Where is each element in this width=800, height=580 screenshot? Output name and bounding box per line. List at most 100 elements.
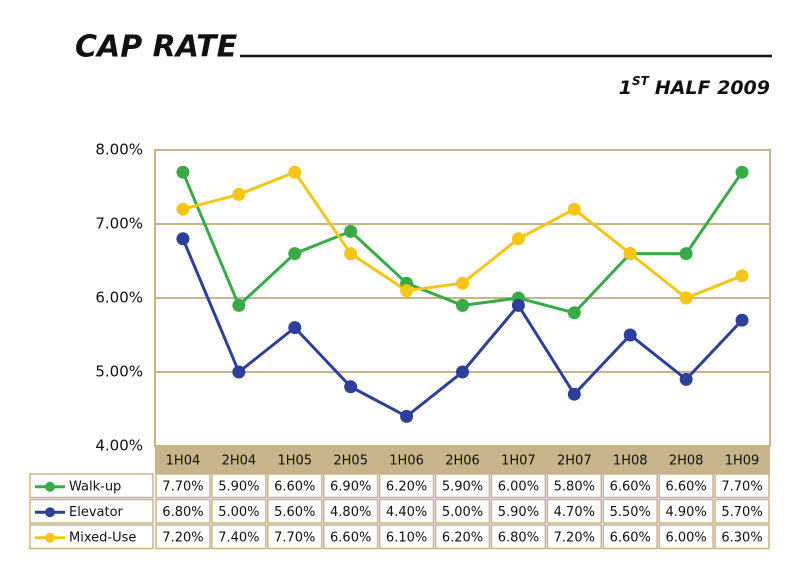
table-cell (322, 498, 379, 524)
table-cell (211, 524, 267, 550)
chart-title: CAP RATE (75, 30, 238, 65)
table-cell (155, 498, 211, 524)
data-point (176, 202, 190, 216)
x-tick-label: 2H06 (445, 454, 480, 469)
data-point (567, 202, 581, 216)
table-cell (211, 498, 267, 524)
data-point (232, 187, 246, 201)
table-cell (714, 473, 770, 499)
data-point (400, 409, 414, 423)
legend-label: Walk-up (69, 479, 121, 494)
table-cell (602, 524, 658, 550)
data-point (344, 380, 358, 394)
table-value: 5.90% (498, 505, 539, 520)
x-tick-label: 2H08 (669, 454, 704, 469)
table-cell (267, 524, 323, 550)
table-value: 7.40% (218, 530, 259, 545)
table-cell (211, 473, 267, 499)
data-point (456, 276, 469, 290)
data-point (176, 165, 190, 179)
data-point (344, 247, 358, 261)
data-point (679, 291, 693, 305)
table-value: 7.20% (162, 530, 203, 545)
table-cell (378, 524, 435, 550)
table-value: 6.20% (442, 530, 483, 545)
data-point (344, 224, 358, 238)
legend-cell (29, 524, 154, 550)
data-point (456, 365, 469, 379)
table-value: 6.80% (498, 530, 539, 545)
data-point (511, 232, 525, 246)
table-value: 5.80% (554, 479, 595, 494)
table-cell (714, 498, 770, 524)
table-value: 7.70% (162, 479, 203, 494)
data-point (735, 269, 749, 283)
data-point (623, 328, 637, 342)
subtitle-number: 1 (619, 77, 632, 99)
data-point (400, 284, 414, 298)
table-cell (490, 498, 547, 524)
table-cell (434, 473, 491, 499)
data-point (288, 247, 302, 261)
data-point (232, 365, 246, 379)
data-point (623, 247, 637, 261)
data-point (176, 232, 190, 246)
table-value: 4.70% (554, 505, 595, 520)
table-value: 4.90% (665, 505, 706, 520)
x-tick-label: 1H07 (501, 454, 536, 469)
legend-marker (45, 481, 55, 492)
table-value: 7.70% (274, 530, 315, 545)
y-tick-label: 6.00% (95, 289, 143, 307)
data-point (735, 165, 749, 179)
subtitle-superscript: ST (632, 74, 650, 88)
table-value: 6.60% (330, 530, 371, 545)
table-value: 6.60% (610, 479, 651, 494)
legend-label: Mixed-Use (69, 530, 136, 545)
table-cell (490, 524, 547, 550)
legend-cell (29, 473, 154, 499)
data-point (511, 298, 525, 312)
table-cell (658, 498, 714, 524)
data-point (679, 372, 693, 386)
table-value: 5.90% (442, 479, 483, 494)
table-value: 5.50% (610, 505, 651, 520)
table-value: 6.60% (610, 530, 651, 545)
table-cell (267, 498, 323, 524)
table-value: 6.80% (162, 505, 203, 520)
table-cell (658, 473, 714, 499)
y-tick-label: 7.00% (95, 215, 143, 233)
table-value: 6.00% (498, 479, 539, 494)
x-tick-label: 1H08 (613, 454, 648, 469)
data-point (288, 321, 302, 335)
table-value: 5.00% (218, 505, 259, 520)
legend-marker (45, 507, 55, 518)
table-value: 6.20% (386, 479, 427, 494)
table-cell (155, 524, 211, 550)
table-cell (602, 498, 658, 524)
table-value: 6.60% (274, 479, 315, 494)
y-tick-label: 5.00% (95, 363, 143, 381)
table-value: 4.40% (386, 505, 427, 520)
table-value: 6.30% (721, 530, 762, 545)
table-cell (546, 498, 603, 524)
series-line (181, 171, 744, 315)
table-value: 5.60% (274, 505, 315, 520)
table-value: 5.00% (442, 505, 483, 520)
table-value: 5.70% (721, 505, 762, 520)
table-cell (322, 524, 379, 550)
table-cell (714, 524, 770, 550)
data-point (735, 313, 749, 327)
chart-subtitle: 1ST HALF 2009 (619, 74, 770, 99)
data-point (456, 298, 469, 312)
data-point (567, 306, 581, 320)
table-cell (546, 524, 603, 550)
table-value: 6.10% (386, 530, 427, 545)
table-value: 4.80% (330, 505, 371, 520)
x-tick-label: 2H05 (333, 454, 368, 469)
x-tick-label: 1H06 (389, 454, 424, 469)
x-tick-label: 1H09 (725, 454, 760, 469)
legend-marker (45, 532, 55, 543)
table-value: 7.20% (554, 530, 595, 545)
table-value: 6.00% (665, 530, 706, 545)
